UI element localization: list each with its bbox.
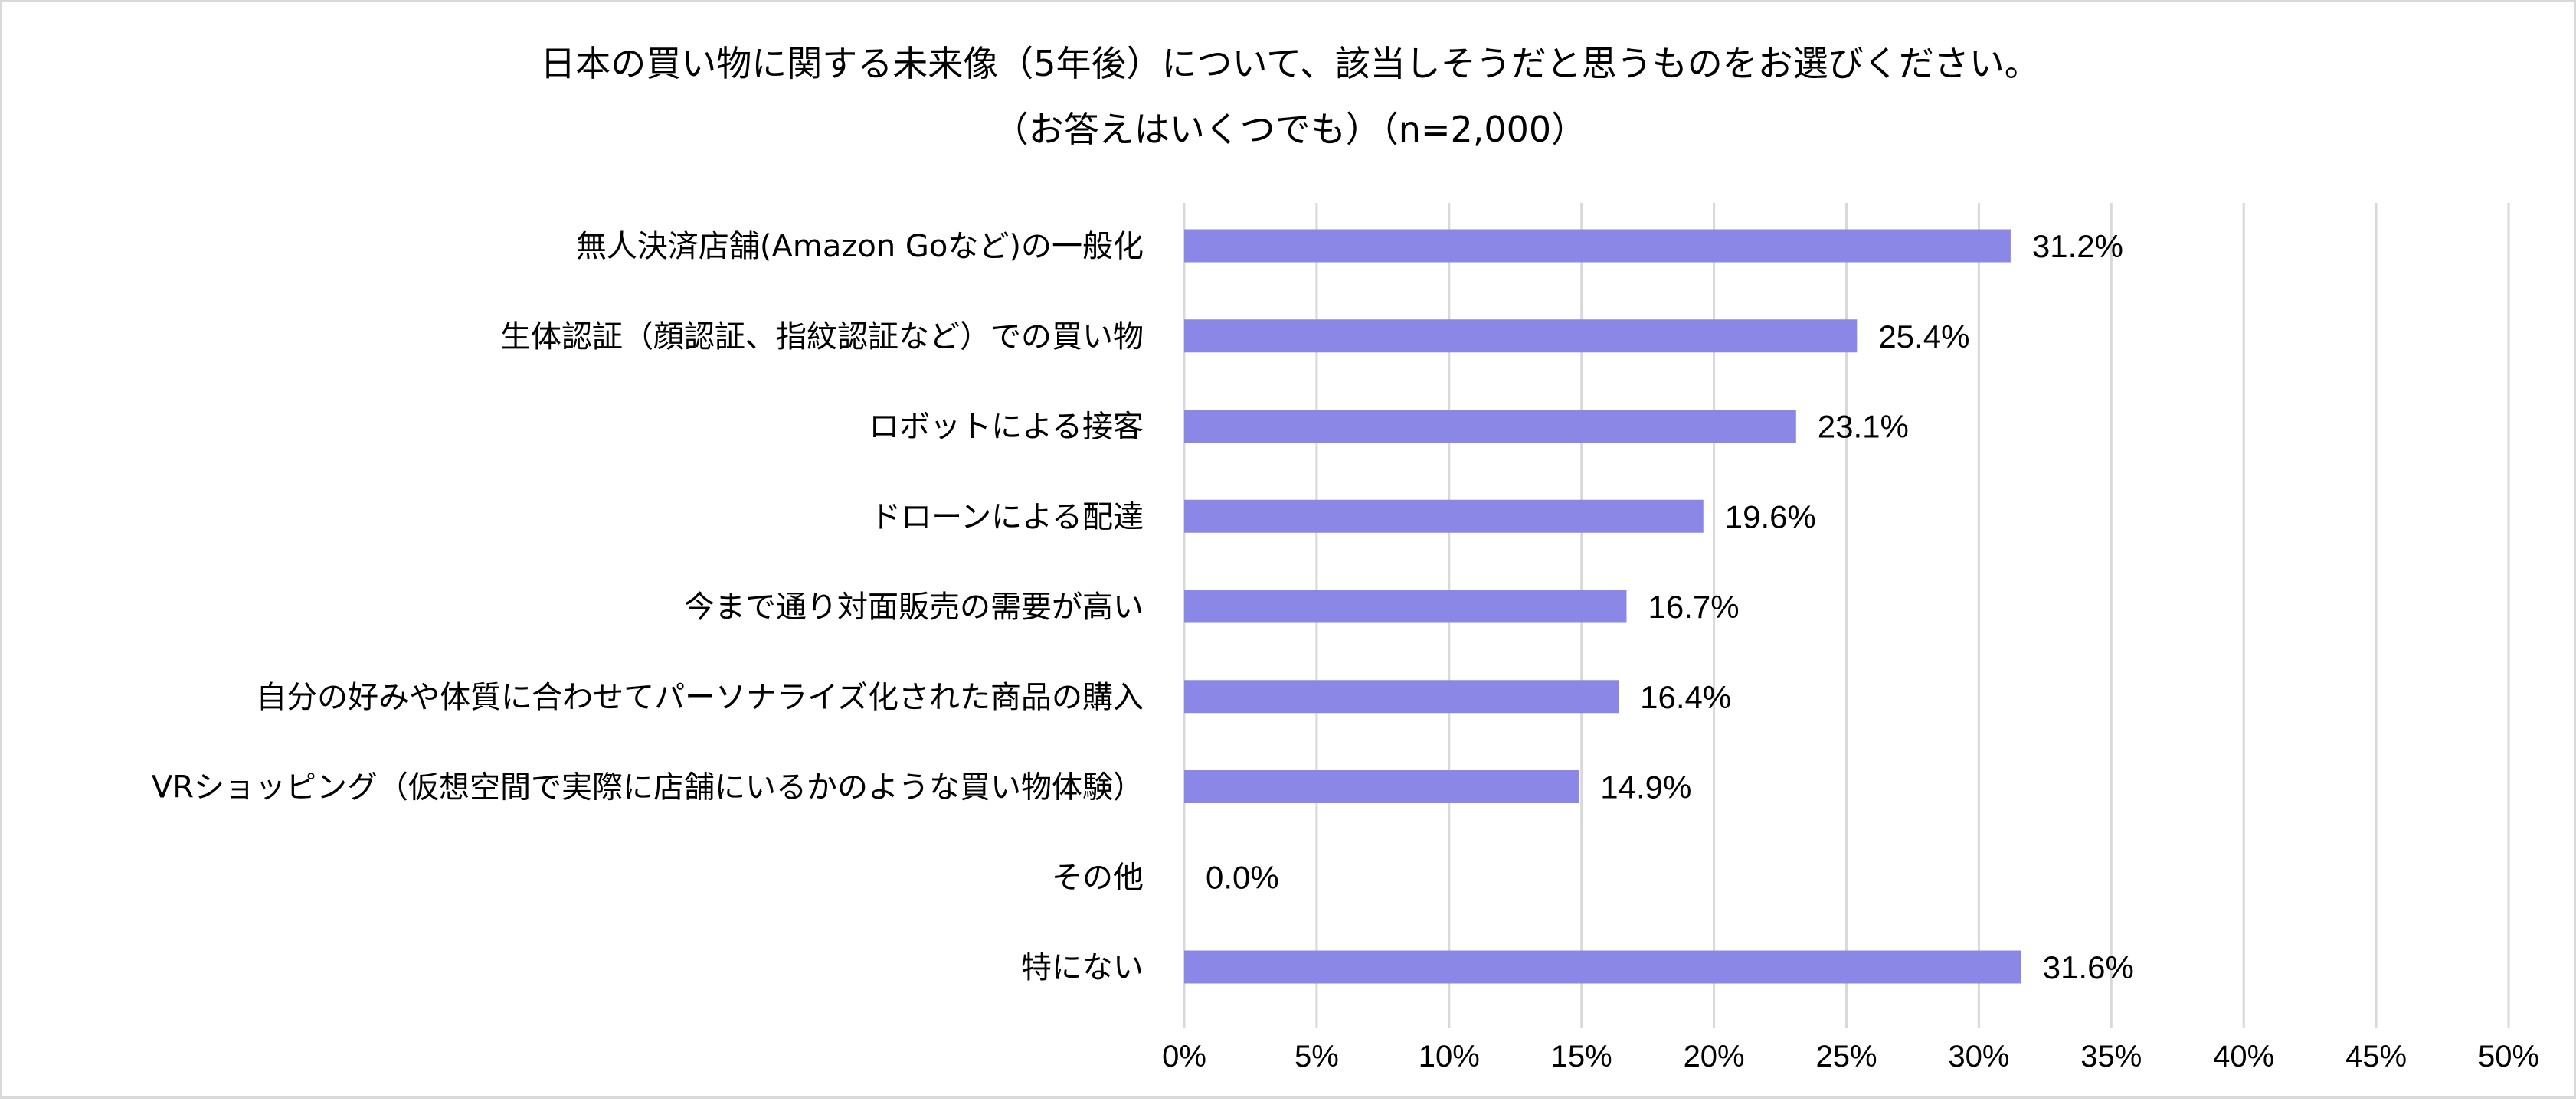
category-label: ロボットによる接客 [869, 410, 1144, 445]
x-tick-label: 40% [2213, 1040, 2274, 1073]
category-label: 特にない [1021, 950, 1144, 985]
chart-subtitle: （お答えはいくつでも）（n=2,000） [993, 109, 1586, 150]
category-label: 自分の好みや体質に合わせてパーソナライズ化された商品の購入 [256, 680, 1144, 715]
bar [1184, 590, 1627, 623]
data-label: 31.6% [2043, 949, 2134, 985]
data-label: 25.4% [1878, 319, 1969, 354]
data-label: 19.6% [1725, 498, 1816, 534]
data-label: 16.4% [1640, 679, 1731, 715]
data-label: 16.7% [1648, 589, 1739, 625]
data-label: 0.0% [1206, 859, 1279, 895]
x-tick-label: 5% [1295, 1040, 1339, 1073]
data-labels: 31.2% 25.4% 23.1% 19.6% 16.7% 16.4% 14.9% 0.0% 3… [1206, 228, 2134, 985]
data-label: 31.2% [2032, 228, 2123, 264]
bar [1184, 319, 1858, 353]
x-tick-label: 0% [1162, 1040, 1206, 1073]
x-tick-label: 50% [2478, 1040, 2539, 1073]
data-label: 14.9% [1600, 769, 1691, 805]
x-tick-label: 45% [2345, 1040, 2407, 1073]
x-axis-ticks: 0% 5% 10% 15% 20% 25% 30% 35% 40% 45% 50% [1162, 1040, 2539, 1073]
bar [1184, 770, 1579, 803]
category-label: 生体認証（顔認証、指紋認証など）での買い物 [500, 319, 1144, 354]
bar [1184, 499, 1704, 533]
category-label: VRショッピング（仮想空間で実際に店舗にいるかのような買い物体験） [152, 770, 1144, 805]
category-label: 今まで通り対面販売の需要が高い [684, 590, 1144, 625]
bar [1184, 950, 2021, 984]
bars [1184, 229, 2021, 984]
bar [1184, 410, 1796, 443]
x-tick-label: 15% [1551, 1040, 1612, 1073]
x-tick-label: 30% [1948, 1040, 2009, 1073]
x-tick-label: 25% [1815, 1040, 1877, 1073]
x-tick-label: 20% [1684, 1040, 1745, 1073]
bar [1184, 229, 2011, 263]
category-label: その他 [1052, 860, 1144, 895]
chart-title: 日本の買い物に関する未来像（5年後）について、該当しそうだと思うものをお選びくだ… [540, 43, 2040, 84]
x-tick-label: 10% [1419, 1040, 1480, 1073]
bar [1184, 680, 1619, 714]
category-label: 無人決済店舗(Amazon Goなど)の一般化 [576, 229, 1144, 264]
x-tick-label: 35% [2080, 1040, 2142, 1073]
category-labels: 無人決済店舗(Amazon Goなど)の一般化生体認証（顔認証、指紋認証など）で… [152, 229, 1144, 985]
category-label: ドローンによる配達 [870, 499, 1144, 534]
data-label: 23.1% [1818, 409, 1909, 445]
